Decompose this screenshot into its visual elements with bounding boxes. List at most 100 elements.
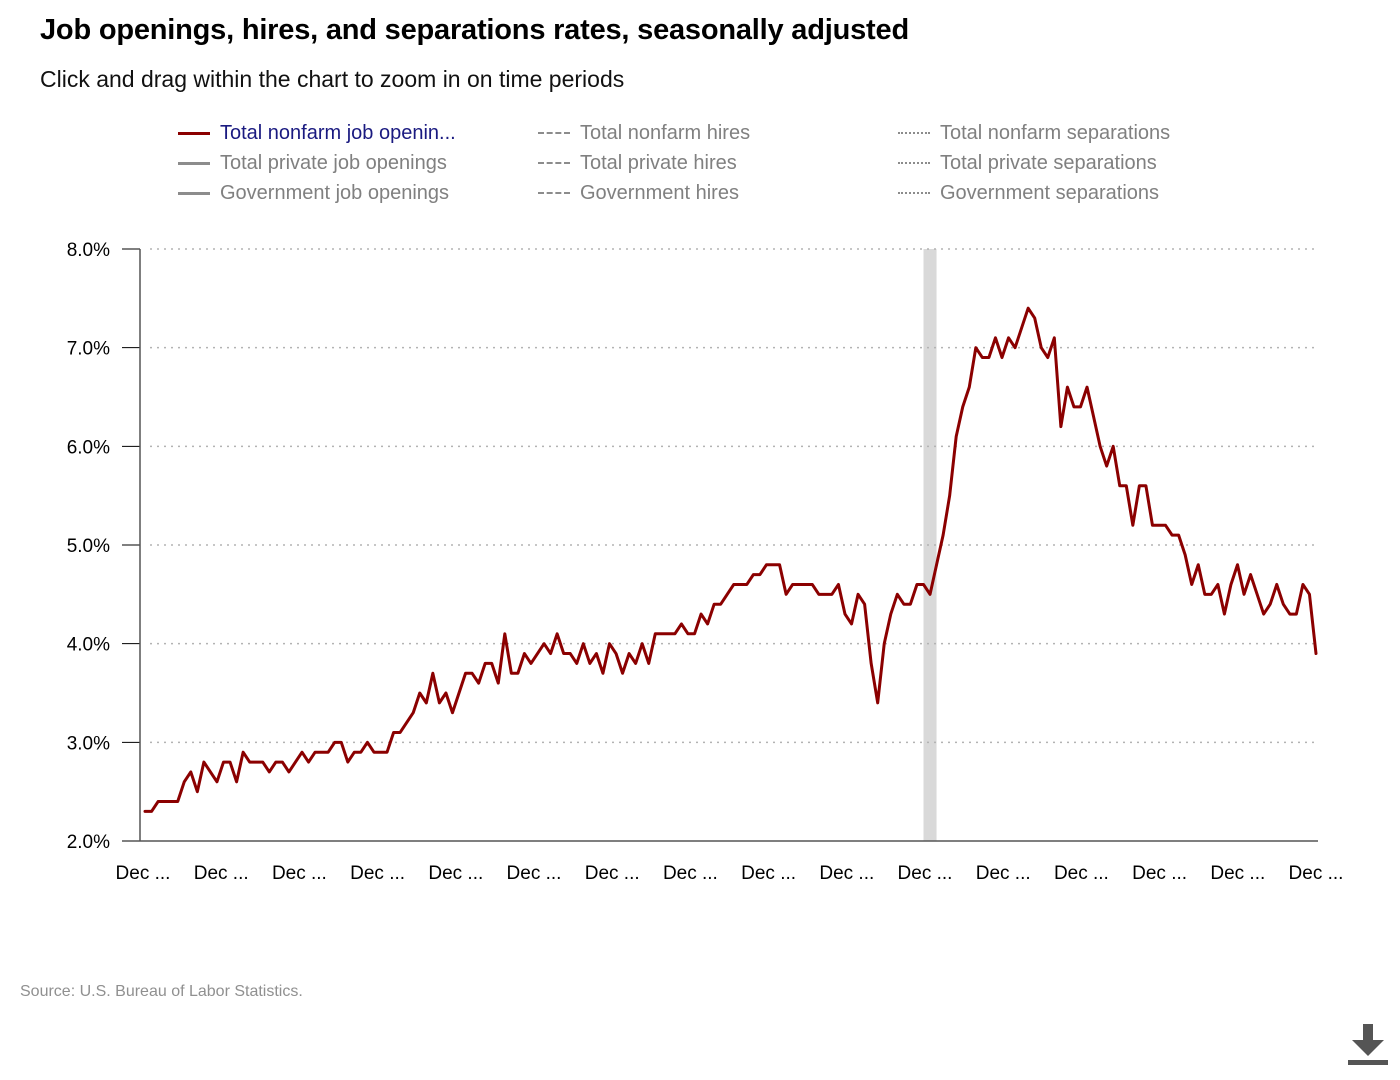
data-point[interactable] bbox=[1182, 552, 1188, 558]
data-point[interactable] bbox=[358, 749, 364, 755]
data-point[interactable] bbox=[1130, 522, 1136, 528]
legend-item-government-separations[interactable]: Government separations bbox=[898, 178, 1159, 208]
legend-item-total-nonfarm-hires[interactable]: Total nonfarm hires bbox=[538, 118, 750, 148]
data-point[interactable] bbox=[175, 799, 181, 805]
data-point[interactable] bbox=[1032, 315, 1038, 321]
data-point[interactable] bbox=[449, 710, 455, 716]
data-point[interactable] bbox=[502, 631, 508, 637]
data-point[interactable] bbox=[894, 591, 900, 597]
data-point[interactable] bbox=[744, 581, 750, 587]
data-point[interactable] bbox=[1300, 581, 1306, 587]
data-point[interactable] bbox=[992, 335, 998, 341]
data-point[interactable] bbox=[410, 710, 416, 716]
data-point[interactable] bbox=[1051, 335, 1057, 341]
legend-item-total-nonfarm-job-openings[interactable]: Total nonfarm job openin... bbox=[178, 118, 456, 148]
data-point[interactable] bbox=[253, 759, 259, 765]
data-point[interactable] bbox=[907, 601, 913, 607]
data-point[interactable] bbox=[966, 384, 972, 390]
data-point[interactable] bbox=[168, 799, 174, 805]
data-point[interactable] bbox=[920, 581, 926, 587]
data-point[interactable] bbox=[842, 611, 848, 617]
data-point[interactable] bbox=[620, 670, 626, 676]
data-point[interactable] bbox=[816, 591, 822, 597]
data-point[interactable] bbox=[600, 670, 606, 676]
data-point[interactable] bbox=[162, 799, 168, 805]
data-point[interactable] bbox=[378, 749, 384, 755]
data-point[interactable] bbox=[875, 700, 881, 706]
data-point[interactable] bbox=[1123, 483, 1129, 489]
data-point[interactable] bbox=[201, 759, 207, 765]
data-point[interactable] bbox=[737, 581, 743, 587]
data-point[interactable] bbox=[155, 799, 161, 805]
data-point[interactable] bbox=[1228, 581, 1234, 587]
data-point[interactable] bbox=[495, 680, 501, 686]
data-point[interactable] bbox=[260, 759, 266, 765]
data-point[interactable] bbox=[698, 611, 704, 617]
data-point[interactable] bbox=[521, 651, 527, 657]
data-point[interactable] bbox=[1058, 424, 1064, 430]
data-point[interactable] bbox=[829, 591, 835, 597]
data-point[interactable] bbox=[790, 581, 796, 587]
data-point[interactable] bbox=[194, 789, 200, 795]
data-point[interactable] bbox=[351, 749, 357, 755]
data-point[interactable] bbox=[868, 660, 874, 666]
data-point[interactable] bbox=[1215, 581, 1221, 587]
data-point[interactable] bbox=[999, 355, 1005, 361]
data-point[interactable] bbox=[221, 759, 227, 765]
data-point[interactable] bbox=[319, 749, 325, 755]
data-point[interactable] bbox=[1104, 463, 1110, 469]
data-point[interactable] bbox=[1064, 384, 1070, 390]
data-point[interactable] bbox=[476, 680, 482, 686]
data-point[interactable] bbox=[515, 670, 521, 676]
legend-item-government-job-openings[interactable]: Government job openings bbox=[178, 178, 449, 208]
data-point[interactable] bbox=[1169, 532, 1175, 538]
data-point[interactable] bbox=[1019, 325, 1025, 331]
data-point[interactable] bbox=[855, 591, 861, 597]
data-point[interactable] bbox=[214, 779, 220, 785]
data-point[interactable] bbox=[1202, 591, 1208, 597]
data-point[interactable] bbox=[469, 670, 475, 676]
download-button[interactable] bbox=[1346, 1020, 1390, 1068]
data-point[interactable] bbox=[247, 759, 253, 765]
data-point[interactable] bbox=[1136, 483, 1142, 489]
data-point[interactable] bbox=[960, 404, 966, 410]
data-point[interactable] bbox=[1038, 345, 1044, 351]
data-point[interactable] bbox=[678, 621, 684, 627]
data-point[interactable] bbox=[279, 759, 285, 765]
data-point[interactable] bbox=[364, 739, 370, 745]
data-point[interactable] bbox=[417, 690, 423, 696]
data-point[interactable] bbox=[986, 355, 992, 361]
data-point[interactable] bbox=[1208, 591, 1214, 597]
data-point[interactable] bbox=[482, 660, 488, 666]
data-point[interactable] bbox=[934, 562, 940, 568]
data-point[interactable] bbox=[685, 631, 691, 637]
data-point[interactable] bbox=[541, 641, 547, 647]
legend-item-total-nonfarm-separations[interactable]: Total nonfarm separations bbox=[898, 118, 1170, 148]
data-point[interactable] bbox=[397, 729, 403, 735]
data-point[interactable] bbox=[1149, 522, 1155, 528]
data-point[interactable] bbox=[266, 769, 272, 775]
data-point[interactable] bbox=[332, 739, 338, 745]
data-point[interactable] bbox=[1012, 345, 1018, 351]
legend-item-total-private-hires[interactable]: Total private hires bbox=[538, 148, 737, 178]
data-point[interactable] bbox=[593, 651, 599, 657]
legend-item-total-private-job-openings[interactable]: Total private job openings bbox=[178, 148, 447, 178]
data-point[interactable] bbox=[1156, 522, 1162, 528]
data-point[interactable] bbox=[1176, 532, 1182, 538]
data-point[interactable] bbox=[391, 729, 397, 735]
data-point[interactable] bbox=[777, 562, 783, 568]
data-point[interactable] bbox=[711, 601, 717, 607]
data-point[interactable] bbox=[757, 572, 763, 578]
data-point[interactable] bbox=[862, 601, 868, 607]
line-chart[interactable]: 2.0% 3.0% 4.0% 5.0% 6.0% 7.0% 8.0% Dec ... Dec .… bbox=[0, 225, 1400, 905]
data-point[interactable] bbox=[1097, 443, 1103, 449]
data-point[interactable] bbox=[953, 433, 959, 439]
data-point[interactable] bbox=[947, 493, 953, 499]
data-point[interactable] bbox=[613, 651, 619, 657]
data-point[interactable] bbox=[548, 651, 554, 657]
data-point[interactable] bbox=[626, 651, 632, 657]
data-point[interactable] bbox=[822, 591, 828, 597]
data-point[interactable] bbox=[1189, 581, 1195, 587]
data-point[interactable] bbox=[763, 562, 769, 568]
data-point[interactable] bbox=[1313, 651, 1319, 657]
